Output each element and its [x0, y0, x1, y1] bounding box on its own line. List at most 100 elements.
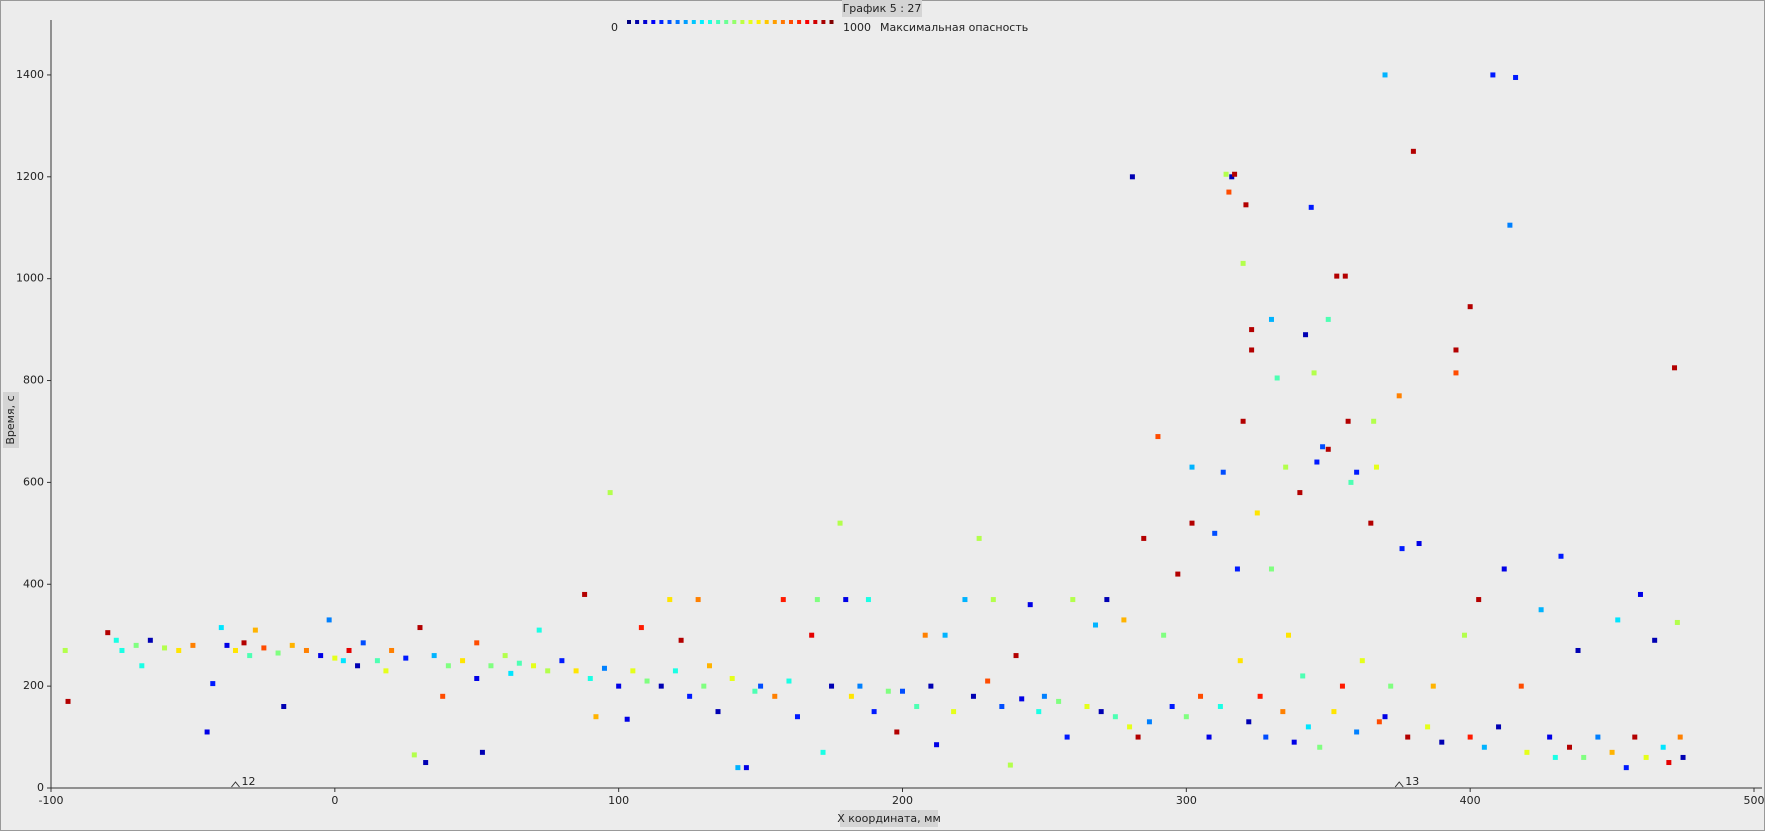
- point: [1481, 744, 1487, 750]
- point: [488, 663, 494, 669]
- point: [970, 693, 976, 699]
- point: [1121, 617, 1127, 623]
- point: [1320, 444, 1326, 450]
- x-tick-label: 500: [1744, 794, 1765, 807]
- point: [1507, 222, 1513, 228]
- point: [389, 647, 395, 653]
- point: [1368, 520, 1374, 526]
- point: [1652, 637, 1658, 643]
- point: [820, 749, 826, 755]
- point: [638, 625, 644, 631]
- point: [1229, 174, 1235, 180]
- point: [1013, 653, 1019, 659]
- annotation-marker: [231, 781, 240, 788]
- legend-swatch: [813, 20, 818, 24]
- point: [1268, 316, 1274, 322]
- point: [1198, 693, 1204, 699]
- x-tick-label: 300: [1176, 794, 1197, 807]
- point: [445, 663, 451, 669]
- point: [1141, 535, 1147, 541]
- legend-swatch: [675, 20, 680, 24]
- point: [1232, 171, 1238, 177]
- point: [1146, 719, 1152, 725]
- point: [786, 678, 792, 684]
- point: [794, 714, 800, 720]
- legend-swatch: [756, 20, 761, 24]
- point: [616, 683, 622, 689]
- point: [1127, 724, 1133, 730]
- point: [1189, 520, 1195, 526]
- x-tick-label: 200: [892, 794, 913, 807]
- point: [1240, 260, 1246, 266]
- point: [809, 632, 815, 638]
- point: [573, 668, 579, 674]
- y-tick-label: 400: [23, 577, 44, 590]
- point: [1575, 647, 1581, 653]
- point: [374, 658, 380, 664]
- legend-swatch: [724, 20, 729, 24]
- point: [531, 663, 537, 669]
- x-axis-label: X координата, мм: [837, 812, 941, 825]
- point: [346, 647, 352, 653]
- point: [1263, 734, 1269, 740]
- point: [780, 597, 786, 603]
- point: [1246, 719, 1252, 725]
- annotation-label: 13: [1405, 775, 1419, 788]
- title-bg: [842, 0, 922, 17]
- point: [857, 683, 863, 689]
- point: [1286, 632, 1292, 638]
- point: [706, 663, 712, 669]
- point: [210, 681, 216, 687]
- point: [894, 729, 900, 735]
- point: [1254, 510, 1260, 516]
- point: [1257, 693, 1263, 699]
- point: [624, 716, 630, 722]
- point: [1112, 714, 1118, 720]
- legend-swatch: [651, 20, 656, 24]
- point: [990, 597, 996, 603]
- legend-swatch: [659, 20, 664, 24]
- point: [1308, 204, 1314, 210]
- legend-swatch: [699, 20, 704, 24]
- point: [113, 637, 119, 643]
- point: [1249, 347, 1255, 353]
- legend-swatch: [667, 20, 672, 24]
- point: [423, 760, 429, 766]
- chart-title: График 5 : 27: [843, 2, 922, 15]
- point: [667, 597, 673, 603]
- point: [1212, 530, 1218, 536]
- point: [871, 709, 877, 715]
- point: [1405, 734, 1411, 740]
- point: [695, 597, 701, 603]
- point: [658, 683, 664, 689]
- point: [1567, 744, 1573, 750]
- legend-min: 0: [611, 21, 618, 34]
- point: [247, 653, 253, 659]
- point: [318, 653, 324, 659]
- point: [1300, 673, 1306, 679]
- point: [593, 714, 599, 720]
- point: [383, 668, 389, 674]
- point: [1155, 434, 1161, 440]
- point: [62, 647, 68, 653]
- point: [1342, 273, 1348, 279]
- point: [729, 675, 735, 681]
- point: [587, 675, 593, 681]
- point: [460, 658, 466, 664]
- point: [1623, 765, 1629, 771]
- x-tick-label: 100: [608, 794, 629, 807]
- legend-swatch: [708, 20, 712, 24]
- point: [1135, 734, 1141, 740]
- point: [1453, 347, 1459, 353]
- point: [630, 668, 636, 674]
- point: [1093, 622, 1099, 628]
- point: [985, 678, 991, 684]
- point: [340, 658, 346, 664]
- point: [275, 650, 281, 656]
- point: [1595, 734, 1601, 740]
- y-axis-label: Время, с: [4, 395, 17, 444]
- point: [1311, 370, 1317, 376]
- y-tick-label: 1400: [16, 68, 44, 81]
- point: [701, 683, 707, 689]
- point: [922, 632, 928, 638]
